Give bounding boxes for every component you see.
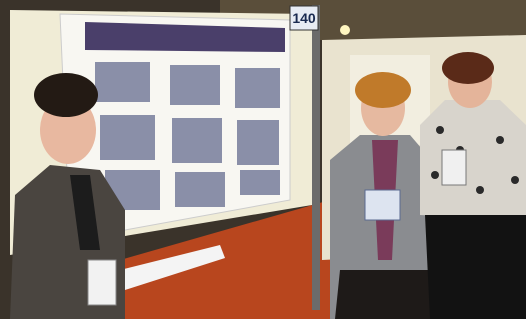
photo: 140 — [0, 0, 526, 319]
poster-content — [95, 62, 280, 210]
page: {"sign": {"number": "140"}} 140 — [0, 0, 526, 319]
pole — [312, 5, 320, 310]
lamp — [340, 25, 350, 35]
sign-number: 140 — [292, 10, 316, 26]
